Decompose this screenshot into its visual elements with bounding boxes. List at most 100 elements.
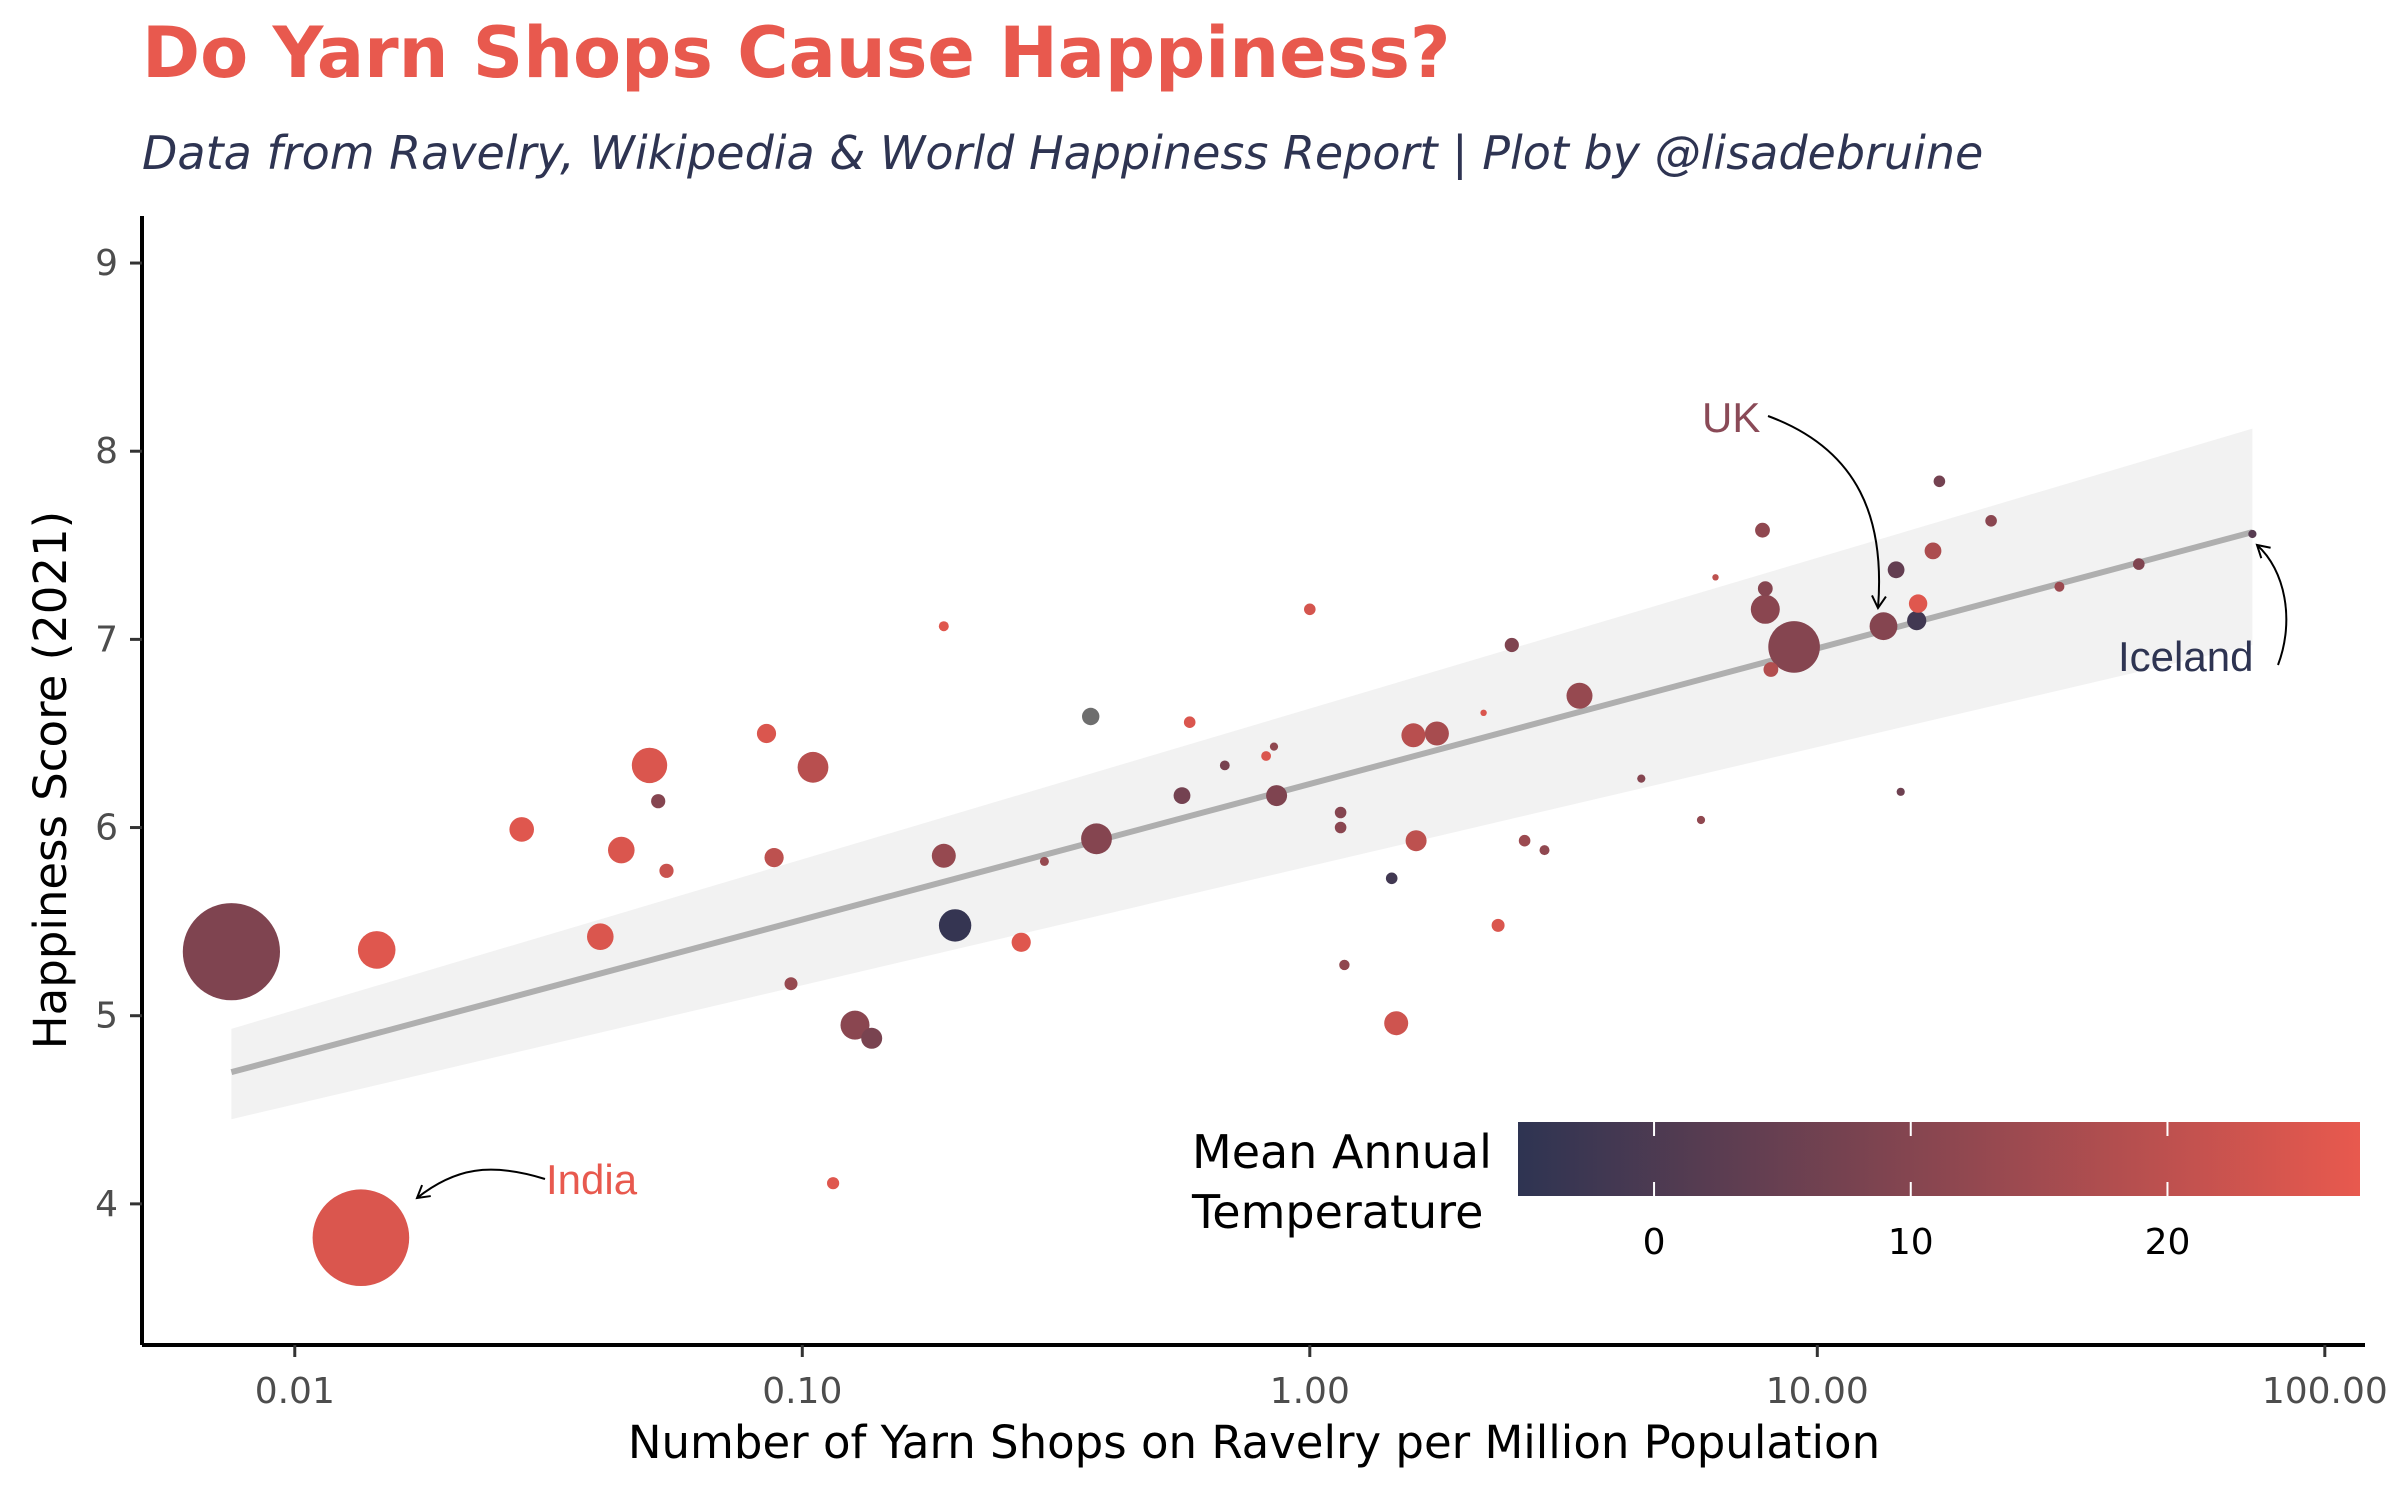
data-point xyxy=(608,836,635,864)
data-point xyxy=(756,723,777,744)
data-point xyxy=(1480,709,1487,716)
data-point xyxy=(938,621,949,632)
data-point xyxy=(1896,787,1905,796)
data-point xyxy=(764,848,784,868)
data-point xyxy=(1405,830,1427,852)
data-point xyxy=(631,747,668,784)
x-tick-label: 10.00 xyxy=(1766,1371,1869,1412)
data-point xyxy=(840,1010,870,1040)
data-point xyxy=(1183,716,1196,728)
confidence-band xyxy=(231,428,2253,1120)
india-arrow xyxy=(415,1168,546,1200)
data-point xyxy=(1924,542,1942,560)
data-point xyxy=(1173,787,1191,804)
legend-tick-label: 20 xyxy=(2145,1222,2191,1263)
legend-colorbar xyxy=(1518,1122,2360,1196)
data-point xyxy=(2248,529,2257,539)
data-point xyxy=(1334,806,1347,819)
data-point xyxy=(1081,823,1112,855)
data-point xyxy=(651,794,666,809)
data-point xyxy=(1385,872,1398,885)
data-point xyxy=(1907,611,1927,631)
trend-line xyxy=(230,529,2254,1076)
data-point xyxy=(1763,662,1779,677)
data-point xyxy=(1504,637,1519,653)
data-point xyxy=(1539,845,1550,856)
data-point xyxy=(938,909,972,942)
data-point xyxy=(1339,959,1350,971)
data-point xyxy=(182,903,280,1001)
data-point xyxy=(587,923,614,950)
legend-title-line-2: Temperature xyxy=(1191,1185,1483,1239)
x-axis-ticks: 0.01 0.10 1.00 10.00 100.00 xyxy=(255,1345,2388,1412)
data-point xyxy=(1384,1011,1409,1036)
x-tick-label: 100.00 xyxy=(2262,1371,2388,1412)
x-tick-label: 0.10 xyxy=(762,1371,842,1412)
legend-title-line-1: Mean Annual xyxy=(1192,1125,1492,1179)
y-tick-label: 4 xyxy=(95,1184,118,1225)
data-point xyxy=(931,843,956,868)
data-point xyxy=(1887,561,1905,579)
data-point xyxy=(1933,475,1946,488)
uk-arrow xyxy=(1767,415,1887,610)
data-point xyxy=(797,751,829,783)
color-legend: Mean Annual Temperature 0 10 20 xyxy=(1191,1122,2360,1263)
iceland-arrow xyxy=(2255,543,2288,666)
data-point xyxy=(509,817,534,842)
data-point xyxy=(1637,774,1646,783)
data-point xyxy=(1518,834,1531,847)
data-point xyxy=(1696,815,1706,825)
data-point xyxy=(312,1189,410,1286)
data-point xyxy=(1755,522,1770,538)
data-point xyxy=(1011,932,1031,952)
data-point xyxy=(1261,751,1271,761)
data-point xyxy=(1869,612,1898,641)
data-point xyxy=(1401,723,1426,748)
data-point xyxy=(1757,581,1773,596)
data-point xyxy=(1566,682,1593,709)
data-point xyxy=(1491,918,1505,932)
data-point xyxy=(1908,594,1928,613)
annotations: UK Iceland India xyxy=(415,394,2288,1203)
data-point xyxy=(1082,707,1100,726)
data-point xyxy=(1334,821,1347,834)
annotation-uk: UK xyxy=(1702,394,1760,441)
data-point xyxy=(2133,558,2145,570)
annotation-iceland: Iceland xyxy=(2118,633,2253,680)
y-axis-title: Happiness Score (2021) xyxy=(24,511,77,1049)
chart-title: Do Yarn Shops Cause Happiness? xyxy=(142,12,1451,94)
y-tick-label: 8 xyxy=(95,431,118,472)
data-point xyxy=(1039,856,1049,866)
data-point xyxy=(1768,621,1820,673)
legend-tick-label: 0 xyxy=(1643,1222,1666,1263)
chart-subtitle: Data from Ravelry, Wikipedia & World Hap… xyxy=(142,126,1984,180)
data-point xyxy=(1269,742,1279,751)
data-point xyxy=(2054,581,2065,592)
data-points xyxy=(182,475,2257,1286)
data-point xyxy=(1304,603,1316,616)
x-tick-label: 0.01 xyxy=(255,1371,335,1412)
x-tick-label: 1.00 xyxy=(1270,1371,1350,1412)
data-point xyxy=(1266,785,1288,807)
axes: 4 5 6 7 8 9 0.01 0.10 1.00 10.00 100.00 xyxy=(95,216,2388,1412)
y-tick-label: 6 xyxy=(95,808,118,849)
data-point xyxy=(827,1177,840,1190)
legend-ticks: 0 10 20 xyxy=(1643,1122,2191,1263)
legend-tick-label: 10 xyxy=(1888,1222,1934,1263)
data-point xyxy=(659,863,674,878)
y-tick-label: 7 xyxy=(95,619,118,660)
data-point xyxy=(1424,721,1449,746)
x-axis-title: Number of Yarn Shops on Ravelry per Mill… xyxy=(628,1416,1880,1469)
annotation-india: India xyxy=(546,1156,638,1203)
data-point xyxy=(1712,574,1719,581)
data-point xyxy=(1750,594,1780,624)
data-point xyxy=(784,977,798,991)
data-point xyxy=(1219,760,1230,771)
data-point xyxy=(357,931,396,969)
y-axis-ticks: 4 5 6 7 8 9 xyxy=(95,243,142,1225)
y-tick-label: 5 xyxy=(95,996,118,1037)
data-point xyxy=(861,1027,883,1049)
data-point xyxy=(1985,515,1997,527)
y-tick-label: 9 xyxy=(95,243,118,284)
